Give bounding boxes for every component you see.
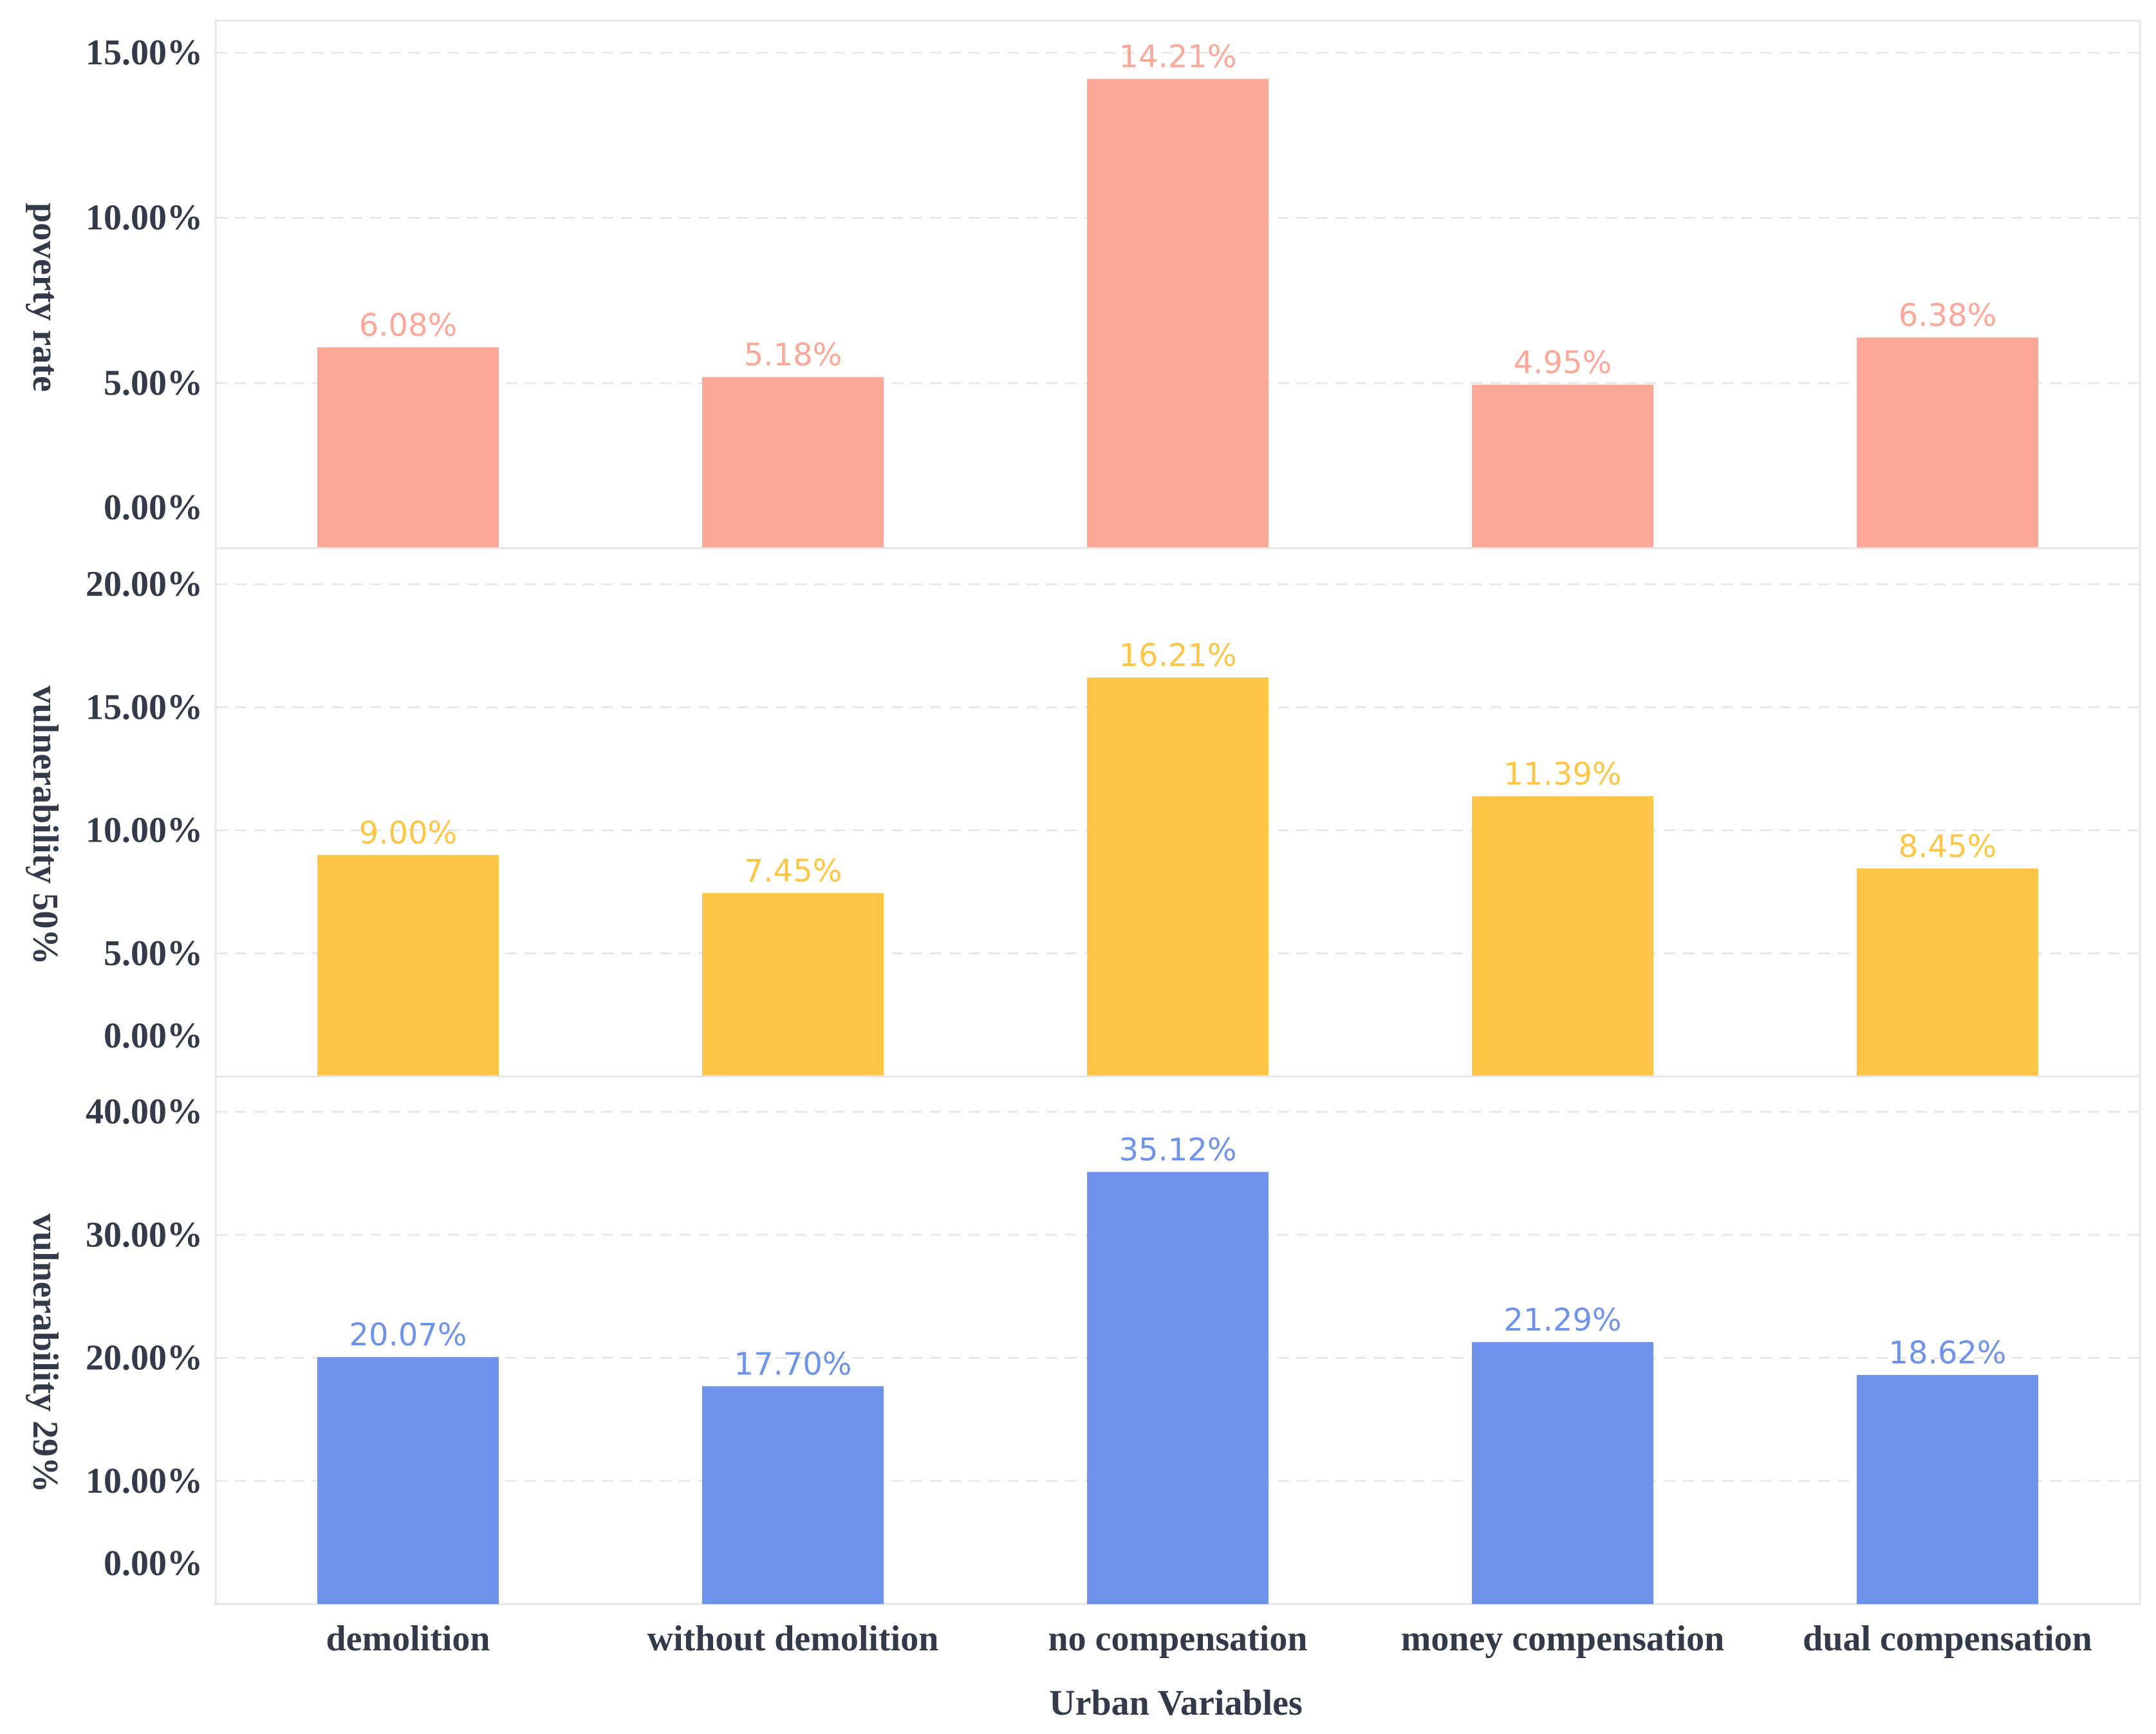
bar [1857, 868, 2038, 1076]
data-label: 9.00% [359, 815, 457, 851]
panel-vulnerability-50: 0.00% 5.00% 10.00% 15.00% 20.00% vulnerabilit… [25, 547, 2141, 1078]
bar [317, 347, 499, 548]
data-label: 6.08% [359, 308, 457, 344]
data-label: 7.45% [744, 853, 842, 889]
y-axis-title: vulnerability 50% [25, 685, 65, 964]
y-tick-label: 40.00% [86, 1092, 203, 1132]
bar [1472, 384, 1653, 548]
x-category-label: money compensation [1401, 1619, 1724, 1659]
x-category-labels: demolition without demolition no compensat… [326, 1619, 2092, 1659]
x-category-label: dual compensation [1803, 1619, 2092, 1659]
y-tick-label: 20.00% [86, 1338, 203, 1378]
bar [1472, 1342, 1653, 1604]
data-label: 21.29% [1503, 1302, 1621, 1338]
x-category-label: without demolition [647, 1619, 939, 1659]
bar [317, 1357, 499, 1604]
y-tick-label: 5.00% [104, 363, 203, 403]
y-tick-label: 10.00% [86, 198, 203, 238]
data-label: 20.07% [349, 1317, 467, 1353]
y-tick-label: 15.00% [86, 687, 203, 727]
y-tick-label: 5.00% [104, 934, 203, 973]
y-axis-title: vulnerability 29% [25, 1213, 65, 1493]
bar [702, 893, 884, 1076]
data-label: 35.12% [1119, 1132, 1236, 1168]
bar [1472, 796, 1653, 1076]
y-axis-title: poverty rate [25, 203, 65, 392]
data-label: 14.21% [1119, 39, 1236, 75]
x-axis-title: Urban Variables [1049, 1683, 1303, 1723]
bar [1857, 1374, 2038, 1604]
bar [1087, 677, 1269, 1076]
y-tick-label: 0.00% [104, 1544, 203, 1583]
data-label: 6.38% [1899, 297, 1996, 333]
y-tick-label: 15.00% [86, 33, 203, 73]
bar [702, 377, 884, 548]
bar [1087, 1172, 1269, 1604]
data-label: 18.62% [1888, 1335, 2006, 1371]
panel-poverty-rate: 0.00% 5.00% 10.00% 15.00% poverty rate 6.08% 5… [25, 19, 2141, 549]
data-label: 16.21% [1119, 638, 1236, 674]
data-label: 5.18% [744, 337, 842, 373]
data-label: 8.45% [1899, 829, 1996, 865]
data-label: 4.95% [1514, 345, 1612, 381]
bar [317, 854, 499, 1076]
chart-panels: 0.00% 5.00% 10.00% 15.00% poverty rate 6.08% 5… [25, 19, 2141, 1605]
x-category-label: demolition [326, 1619, 490, 1659]
y-tick-label: 20.00% [86, 564, 203, 604]
bar [1857, 337, 2038, 548]
data-label: 11.39% [1503, 756, 1621, 792]
bar [702, 1386, 884, 1604]
y-tick-label: 10.00% [86, 1461, 203, 1501]
panel-vulnerability-29: 0.00% 10.00% 20.00% 30.00% 40.00% vulnerabili… [25, 1075, 2141, 1605]
y-tick-label: 30.00% [86, 1215, 203, 1255]
y-tick-label: 10.00% [86, 811, 203, 851]
y-tick-label: 0.00% [104, 488, 203, 528]
data-label: 17.70% [734, 1346, 851, 1382]
y-tick-label: 0.00% [104, 1016, 203, 1056]
bar [1087, 78, 1269, 548]
x-category-label: no compensation [1048, 1619, 1308, 1659]
